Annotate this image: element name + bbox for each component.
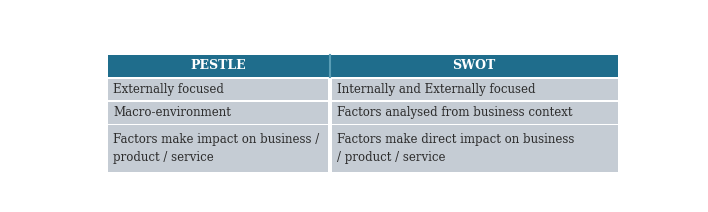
FancyBboxPatch shape bbox=[108, 55, 618, 77]
Text: SWOT: SWOT bbox=[452, 60, 496, 73]
FancyBboxPatch shape bbox=[331, 126, 618, 172]
FancyBboxPatch shape bbox=[331, 79, 618, 100]
Text: Factors make impact on business /
product / service: Factors make impact on business / produc… bbox=[113, 133, 319, 165]
Text: Internally and Externally focused: Internally and Externally focused bbox=[337, 83, 535, 96]
Text: PESTLE: PESTLE bbox=[191, 60, 246, 73]
FancyBboxPatch shape bbox=[108, 126, 328, 172]
FancyBboxPatch shape bbox=[331, 102, 618, 124]
Text: Factors make direct impact on business
/ product / service: Factors make direct impact on business /… bbox=[337, 133, 574, 165]
Text: Macro-environment: Macro-environment bbox=[113, 106, 231, 119]
Text: Factors analysed from business context: Factors analysed from business context bbox=[337, 106, 573, 119]
Text: Externally focused: Externally focused bbox=[113, 83, 224, 96]
FancyBboxPatch shape bbox=[108, 79, 328, 100]
FancyBboxPatch shape bbox=[108, 102, 328, 124]
